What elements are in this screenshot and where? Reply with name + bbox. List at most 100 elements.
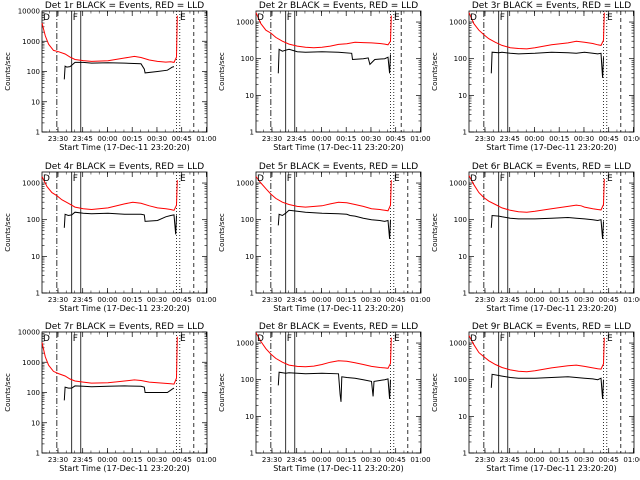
chart-panel: Det 3r BLACK = Events, RED = LLD 1 10 100 10… <box>431 1 640 152</box>
x-tick-label: 01:00 <box>196 296 216 304</box>
x-tick-label: 01:00 <box>410 135 430 143</box>
x-tick-label: 00:45 <box>172 296 192 304</box>
x-tick-label: 23:30 <box>262 296 282 304</box>
x-tick-label: 01:00 <box>196 456 216 464</box>
x-axis-label: Start Time (17-Dec-11 23:20:20) <box>486 304 617 313</box>
y-tick-label: 10 <box>458 92 467 100</box>
events-series-line <box>63 61 175 80</box>
y-tick-label: 1000 <box>449 19 467 27</box>
y-tick-label: 10 <box>458 413 467 421</box>
marker-label-f: F <box>73 13 78 23</box>
marker-label-f: F <box>500 334 505 344</box>
lld-series-line <box>41 336 178 385</box>
x-axis-label: Start Time (17-Dec-11 23:20:20) <box>273 143 404 152</box>
marker-label-d: D <box>470 13 477 23</box>
x-tick-label: 23:30 <box>475 296 495 304</box>
y-tick-label: 1 <box>36 290 40 298</box>
lld-series-line <box>255 332 392 369</box>
x-tick-label: 00:30 <box>147 456 167 464</box>
y-tick-label: 1 <box>250 290 254 298</box>
x-tick-label: 00:30 <box>361 456 381 464</box>
x-tick-label: 00:30 <box>361 135 381 143</box>
chart-panel: Det 5r BLACK = Events, RED = LLD 1 10 100 10… <box>218 162 431 313</box>
plot-frame <box>255 331 422 454</box>
x-tick-label: 00:00 <box>524 296 544 304</box>
lld-series-line <box>468 12 605 50</box>
x-tick-label: 23:45 <box>73 135 93 143</box>
marker-label-e: E <box>394 174 400 184</box>
y-axis-label: Counts/sec <box>431 373 439 412</box>
y-tick-label: 1 <box>250 450 254 458</box>
events-series-line <box>277 371 391 402</box>
panel-title: Det 6r BLACK = Events, RED = LLD <box>472 162 631 172</box>
y-tick-label: 1000 <box>449 340 467 348</box>
lld-series-line <box>468 335 605 373</box>
lld-series-line <box>41 176 178 211</box>
x-tick-label: 00:00 <box>311 296 331 304</box>
marker-label-d: D <box>470 334 477 344</box>
x-axis-label: Start Time (17-Dec-11 23:20:20) <box>59 143 190 152</box>
marker-label-d: D <box>43 334 50 344</box>
x-tick-label: 00:30 <box>361 296 381 304</box>
x-tick-label: 00:00 <box>524 135 544 143</box>
y-tick-label: 100 <box>27 216 40 224</box>
plot-frame <box>41 171 208 294</box>
x-tick-label: 00:00 <box>97 135 117 143</box>
panel-title: Det 7r BLACK = Events, RED = LLD <box>45 322 204 332</box>
x-tick-label: 00:45 <box>599 135 619 143</box>
x-tick-label: 23:30 <box>262 456 282 464</box>
y-tick-label: 10 <box>31 419 40 427</box>
x-tick-label: 23:45 <box>500 456 520 464</box>
x-axis-label: Start Time (17-Dec-11 23:20:20) <box>59 304 190 313</box>
events-series-line <box>277 209 391 239</box>
y-tick-label: 10 <box>245 253 254 261</box>
x-tick-label: 00:45 <box>599 456 619 464</box>
y-tick-label: 100 <box>27 389 40 397</box>
x-tick-label: 00:15 <box>549 135 569 143</box>
x-tick-label: 23:45 <box>287 456 307 464</box>
x-tick-label: 00:45 <box>599 296 619 304</box>
marker-label-f: F <box>500 174 505 184</box>
y-tick-label: 1 <box>36 129 40 137</box>
chart-panel: Det 9r BLACK = Events, RED = LLD 1 10 100 10… <box>431 322 640 473</box>
x-tick-label: 00:30 <box>147 135 167 143</box>
x-tick-label: 01:00 <box>410 296 430 304</box>
marker-label-e: E <box>607 174 613 184</box>
marker-label-f: F <box>500 13 505 23</box>
marker-label-e: E <box>607 13 613 23</box>
x-axis-label: Start Time (17-Dec-11 23:20:20) <box>486 143 617 152</box>
chart-panel: Det 1r BLACK = Events, RED = LLD 1 10 100 10… <box>4 1 217 152</box>
x-tick-label: 00:15 <box>336 456 356 464</box>
x-tick-label: 00:45 <box>386 456 406 464</box>
y-tick-label: 100 <box>454 376 467 384</box>
events-series-line <box>490 373 604 399</box>
panel-title: Det 5r BLACK = Events, RED = LLD <box>259 162 418 172</box>
x-tick-label: 00:30 <box>574 135 594 143</box>
lld-series-line <box>41 15 178 63</box>
y-tick-label: 100 <box>454 55 467 63</box>
marker-label-d: D <box>43 13 50 23</box>
marker-label-f: F <box>73 334 78 344</box>
panel-title: Det 1r BLACK = Events, RED = LLD <box>45 1 204 11</box>
lld-series-line <box>255 12 392 49</box>
y-tick-label: 1000 <box>236 180 254 188</box>
panel-title: Det 4r BLACK = Events, RED = LLD <box>45 162 204 172</box>
marker-label-f: F <box>73 174 78 184</box>
y-tick-label: 100 <box>241 216 254 224</box>
x-tick-label: 23:45 <box>500 296 520 304</box>
x-tick-label: 00:45 <box>172 135 192 143</box>
y-tick-label: 1000 <box>22 38 40 46</box>
x-tick-label: 01:00 <box>196 135 216 143</box>
lld-series-line <box>255 176 392 212</box>
x-tick-label: 01:00 <box>623 135 640 143</box>
marker-label-d: D <box>470 174 477 184</box>
x-axis-label: Start Time (17-Dec-11 23:20:20) <box>273 304 404 313</box>
x-tick-label: 23:30 <box>48 456 68 464</box>
chart-panel: Det 6r BLACK = Events, RED = LLD 1 10 100 10… <box>431 162 640 313</box>
x-tick-label: 00:00 <box>97 456 117 464</box>
x-tick-label: 01:00 <box>623 456 640 464</box>
x-tick-label: 23:30 <box>48 135 68 143</box>
y-tick-label: 1000 <box>449 180 467 188</box>
events-series-line <box>63 385 175 401</box>
y-tick-label: 10 <box>31 98 40 106</box>
